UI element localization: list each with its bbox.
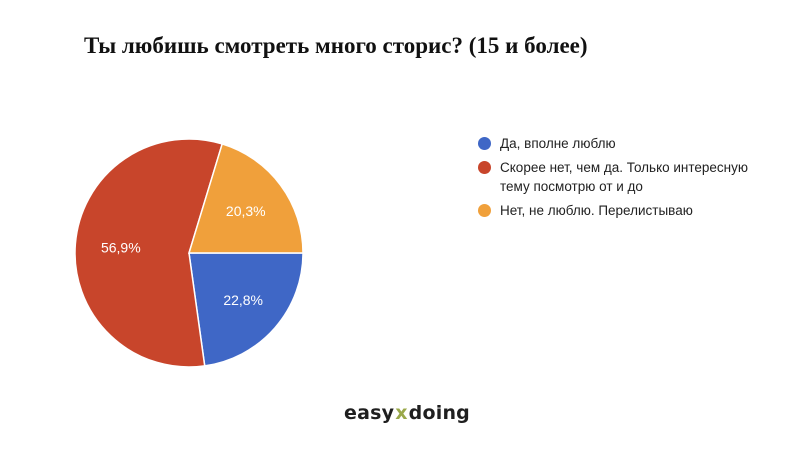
legend-label: Нет, не люблю. Перелистываю — [500, 203, 693, 218]
brand-logo: easyxdoing — [344, 402, 470, 424]
pie-slice-rather-no — [74, 138, 224, 368]
pie-slice-no — [187, 142, 304, 254]
pie-chart: 22,8% 56,9% 20,3% — [74, 138, 304, 368]
legend-label: Скорее нет, чем да. Только интересную те… — [500, 160, 749, 194]
chart-title: Ты любишь смотреть много сторис? (15 и б… — [84, 33, 588, 58]
pie-label-rather-no: 56,9% — [101, 240, 141, 256]
chart-legend: Да, вполне люблю Скорее нет, чем да. Тол… — [478, 134, 778, 225]
pie-label-yes: 22,8% — [223, 292, 263, 308]
legend-item-no: Нет, не люблю. Перелистываю — [478, 201, 778, 220]
legend-item-rather-no: Скорее нет, чем да. Только интересную те… — [478, 158, 778, 196]
legend-dot-icon — [478, 204, 491, 217]
legend-dot-icon — [478, 161, 491, 174]
pie-label-no: 20,3% — [226, 203, 266, 219]
legend-dot-icon — [478, 137, 491, 150]
legend-label: Да, вполне люблю — [500, 136, 616, 151]
legend-item-yes: Да, вполне люблю — [478, 134, 778, 153]
chart-panel: 22,8% 56,9% 20,3% — [30, 101, 787, 391]
brand-x-icon: x — [395, 402, 408, 424]
brand-text-right: doing — [408, 402, 470, 424]
brand-text-left: easy — [344, 402, 395, 424]
pie-slice-yes — [188, 252, 304, 367]
